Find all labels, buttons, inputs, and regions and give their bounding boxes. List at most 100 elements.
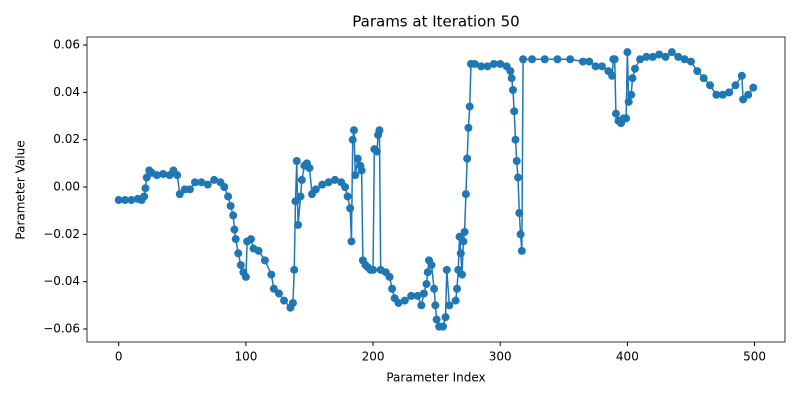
- data-point: [290, 265, 299, 274]
- data-point: [274, 289, 283, 298]
- data-point: [451, 296, 460, 305]
- data-point: [400, 296, 409, 305]
- data-point: [737, 71, 746, 80]
- data-point: [489, 59, 498, 68]
- data-point: [459, 237, 468, 246]
- data-point: [294, 220, 303, 229]
- data-point: [693, 67, 702, 76]
- data-point: [661, 52, 670, 61]
- data-point: [369, 265, 378, 274]
- data-point: [749, 83, 758, 92]
- data-point: [296, 192, 305, 201]
- data-point: [311, 185, 320, 194]
- data-point: [121, 196, 130, 205]
- data-point: [622, 114, 631, 123]
- data-point: [608, 71, 617, 80]
- data-point: [417, 301, 426, 310]
- y-tick-label: −0.06: [43, 321, 80, 335]
- data-point: [511, 135, 520, 144]
- data-point: [159, 170, 168, 179]
- data-point: [463, 154, 472, 163]
- data-point: [234, 249, 243, 258]
- data-point: [305, 164, 314, 173]
- x-tick-label: 0: [115, 350, 123, 364]
- data-point: [324, 178, 333, 187]
- data-point: [566, 55, 575, 64]
- data-point: [623, 48, 632, 57]
- x-tick-label: 100: [234, 350, 257, 364]
- data-point: [540, 55, 549, 64]
- data-point: [680, 55, 689, 64]
- data-point: [528, 55, 537, 64]
- data-point: [141, 184, 150, 193]
- data-point: [254, 246, 263, 255]
- data-point: [388, 284, 397, 293]
- data-point: [291, 197, 300, 206]
- data-point: [686, 57, 695, 66]
- data-point: [210, 175, 219, 184]
- data-point: [431, 301, 440, 310]
- data-point: [236, 261, 245, 270]
- data-point: [230, 225, 239, 234]
- x-tick-label: 300: [489, 350, 512, 364]
- data-point: [318, 180, 327, 189]
- data-point: [220, 183, 229, 192]
- data-point: [407, 291, 416, 300]
- data-point: [348, 135, 357, 144]
- data-point: [346, 204, 355, 213]
- data-point: [351, 171, 360, 180]
- data-point: [288, 298, 297, 307]
- data-point: [597, 62, 606, 71]
- data-point: [725, 88, 734, 97]
- data-point: [553, 55, 562, 64]
- data-point: [470, 59, 479, 68]
- data-point: [648, 52, 657, 61]
- data-point: [432, 315, 441, 324]
- data-point: [229, 211, 238, 220]
- y-tick-label: 0.02: [53, 132, 80, 146]
- data-point: [631, 64, 640, 73]
- data-point: [610, 55, 619, 64]
- y-tick-label: 0.06: [53, 38, 80, 52]
- data-point: [127, 196, 136, 205]
- data-point: [441, 313, 450, 322]
- data-point: [292, 156, 301, 165]
- data-point: [507, 74, 516, 83]
- data-point: [718, 90, 727, 99]
- data-point: [585, 57, 594, 66]
- data-point: [464, 123, 473, 132]
- data-point: [353, 154, 362, 163]
- data-point: [231, 235, 240, 244]
- data-point: [458, 270, 467, 279]
- data-point: [591, 62, 600, 71]
- data-point: [624, 97, 633, 106]
- data-point: [744, 90, 753, 99]
- data-point: [191, 178, 200, 187]
- data-point: [175, 190, 184, 199]
- data-point: [385, 272, 394, 281]
- data-point: [515, 209, 524, 218]
- data-point: [514, 173, 523, 182]
- data-point: [140, 192, 149, 201]
- data-point: [422, 280, 431, 289]
- data-point: [173, 171, 182, 180]
- data-point: [483, 62, 492, 71]
- chart-title: Params at Iteration 50: [352, 13, 519, 31]
- data-point: [142, 173, 151, 182]
- data-point: [578, 57, 587, 66]
- data-point: [442, 265, 451, 274]
- data-point: [496, 59, 505, 68]
- data-point: [465, 102, 474, 111]
- data-point: [739, 95, 748, 104]
- data-point: [394, 298, 403, 307]
- x-axis-label: Parameter Index: [386, 371, 485, 385]
- data-point: [627, 90, 636, 99]
- data-point: [224, 192, 233, 201]
- data-point: [427, 261, 436, 270]
- plot-frame: [86, 36, 786, 343]
- data-point: [241, 272, 250, 281]
- data-point: [197, 178, 206, 187]
- data-point: [343, 192, 352, 201]
- data-point: [512, 156, 521, 165]
